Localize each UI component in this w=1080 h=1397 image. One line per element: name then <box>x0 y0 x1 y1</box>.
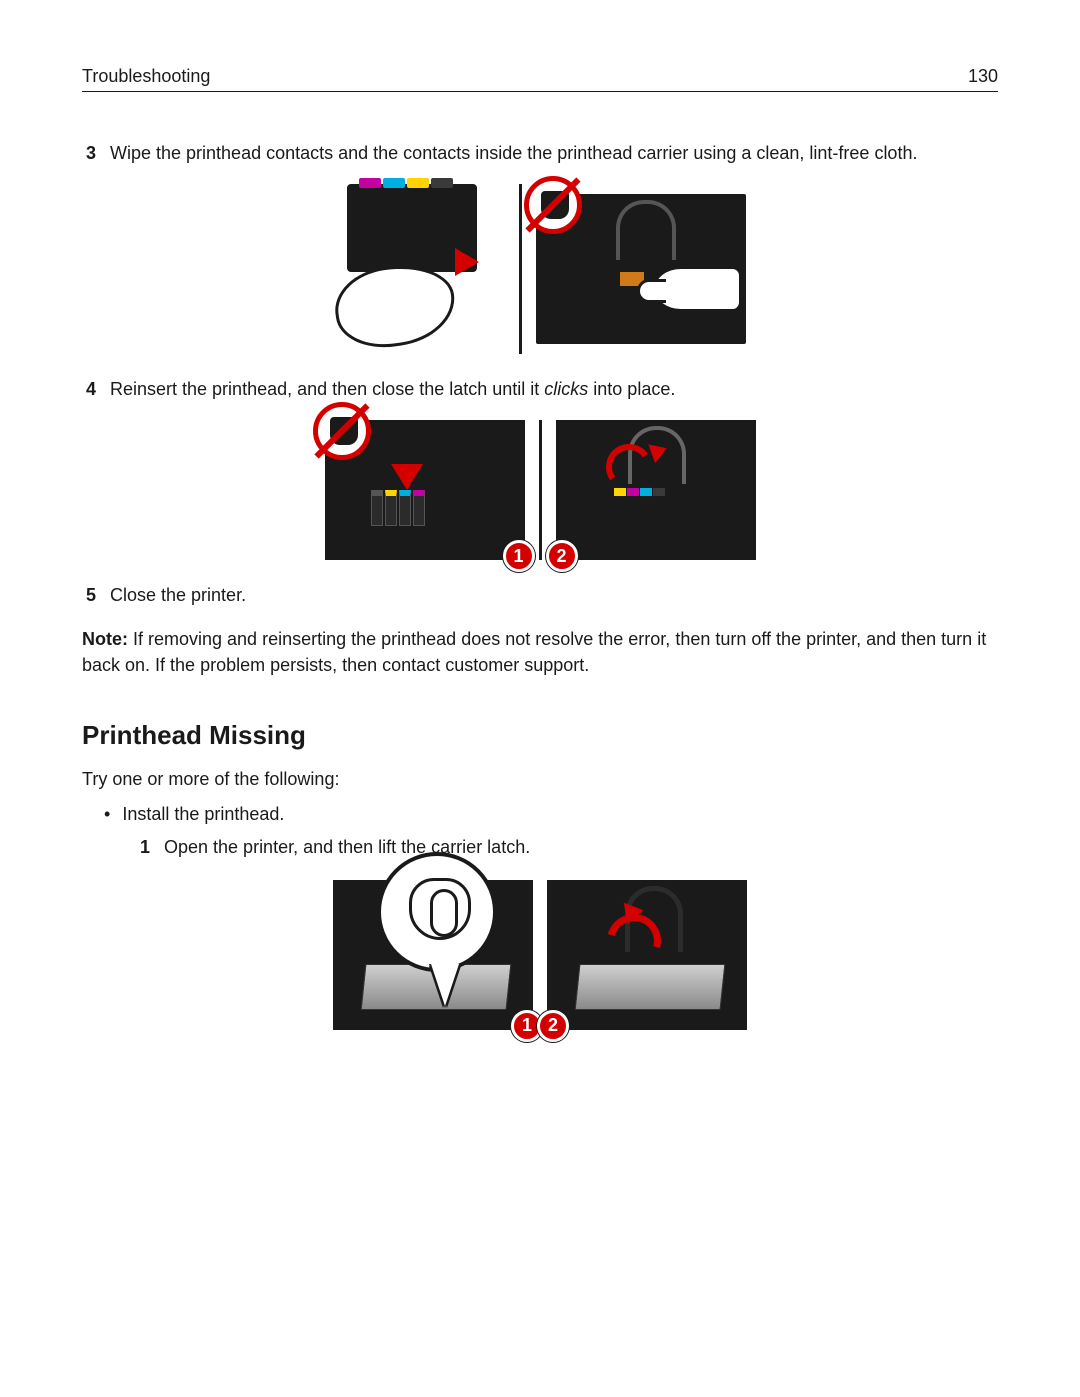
step-badge-2: 2 <box>546 540 578 572</box>
step-number: 4 <box>82 376 96 402</box>
figure2-left-panel: 1 <box>325 420 525 560</box>
callout-circle-icon <box>377 852 497 972</box>
ink-cyan-icon <box>383 178 405 188</box>
step4-emphasis: clicks <box>544 379 588 399</box>
step-5: 5 Close the printer. <box>82 582 998 608</box>
cartridge-slots-icon <box>371 490 425 526</box>
step-3: 3 Wipe the printhead contacts and the co… <box>82 140 998 166</box>
step-4: 4 Reinsert the printhead, and then close… <box>82 376 998 402</box>
ink-magenta-icon <box>359 178 381 188</box>
step-badge-2: 2 <box>537 1010 569 1042</box>
section-heading-printhead-missing: Printhead Missing <box>82 720 998 751</box>
callout-tail-icon <box>431 964 459 1006</box>
bullet-text: Install the printhead. <box>122 800 284 829</box>
hand-icon <box>652 266 742 312</box>
step4-post: into place. <box>588 379 675 399</box>
ink-yellow-icon <box>407 178 429 188</box>
figure2-right-panel: 2 <box>556 420 756 560</box>
figure-divider <box>519 184 522 354</box>
step-text: Open the printer, and then lift the carr… <box>164 833 530 862</box>
figure-wipe-contacts <box>82 184 998 354</box>
ink-row <box>359 178 453 188</box>
ink-black-icon <box>431 178 453 188</box>
figure-reinsert-printhead: 1 2 <box>82 420 998 560</box>
step-number: 3 <box>82 140 96 166</box>
substep-1: 1 Open the printer, and then lift the ca… <box>82 833 998 862</box>
figure3-right-panel: 2 <box>547 880 747 1030</box>
latch-icon <box>616 200 676 260</box>
figure3-left-panel: 1 <box>333 880 533 1030</box>
do-not-touch-icon <box>524 176 582 234</box>
figure1-left-panel <box>335 184 505 354</box>
figure-gap <box>533 880 547 1030</box>
figure1-right-panel <box>536 194 746 344</box>
do-not-touch-icon <box>313 402 371 460</box>
step-number: 5 <box>82 582 96 608</box>
bullet-install-printhead: • Install the printhead. <box>82 800 998 829</box>
section-intro: Try one or more of the following: <box>82 765 998 794</box>
step-text: Wipe the printhead contacts and the cont… <box>110 140 998 166</box>
page-number: 130 <box>968 66 998 87</box>
step-text: Close the printer. <box>110 582 998 608</box>
arrow-down-icon <box>391 464 423 490</box>
step-badge-1: 1 <box>503 540 535 572</box>
note-block: Note: If removing and reinserting the pr… <box>82 626 998 678</box>
ink-strip-icon <box>614 488 665 496</box>
carrier-plate-icon <box>575 964 726 1010</box>
note-text: If removing and reinserting the printhea… <box>82 629 986 675</box>
hand-pinch-icon <box>409 878 471 940</box>
manual-page: Troubleshooting 130 3 Wipe the printhead… <box>0 0 1080 1112</box>
page-header: Troubleshooting 130 <box>82 66 998 92</box>
step-text: Reinsert the printhead, and then close t… <box>110 376 998 402</box>
arrow-right-icon <box>455 248 479 276</box>
bullet-icon: • <box>104 800 110 829</box>
cloth-icon <box>330 258 460 354</box>
figure-open-printer-lift-latch: 1 2 <box>82 880 998 1030</box>
step4-pre: Reinsert the printhead, and then close t… <box>110 379 544 399</box>
step-number: 1 <box>136 833 150 862</box>
note-label: Note: <box>82 629 128 649</box>
figure-divider <box>539 420 542 560</box>
section-name: Troubleshooting <box>82 66 210 87</box>
